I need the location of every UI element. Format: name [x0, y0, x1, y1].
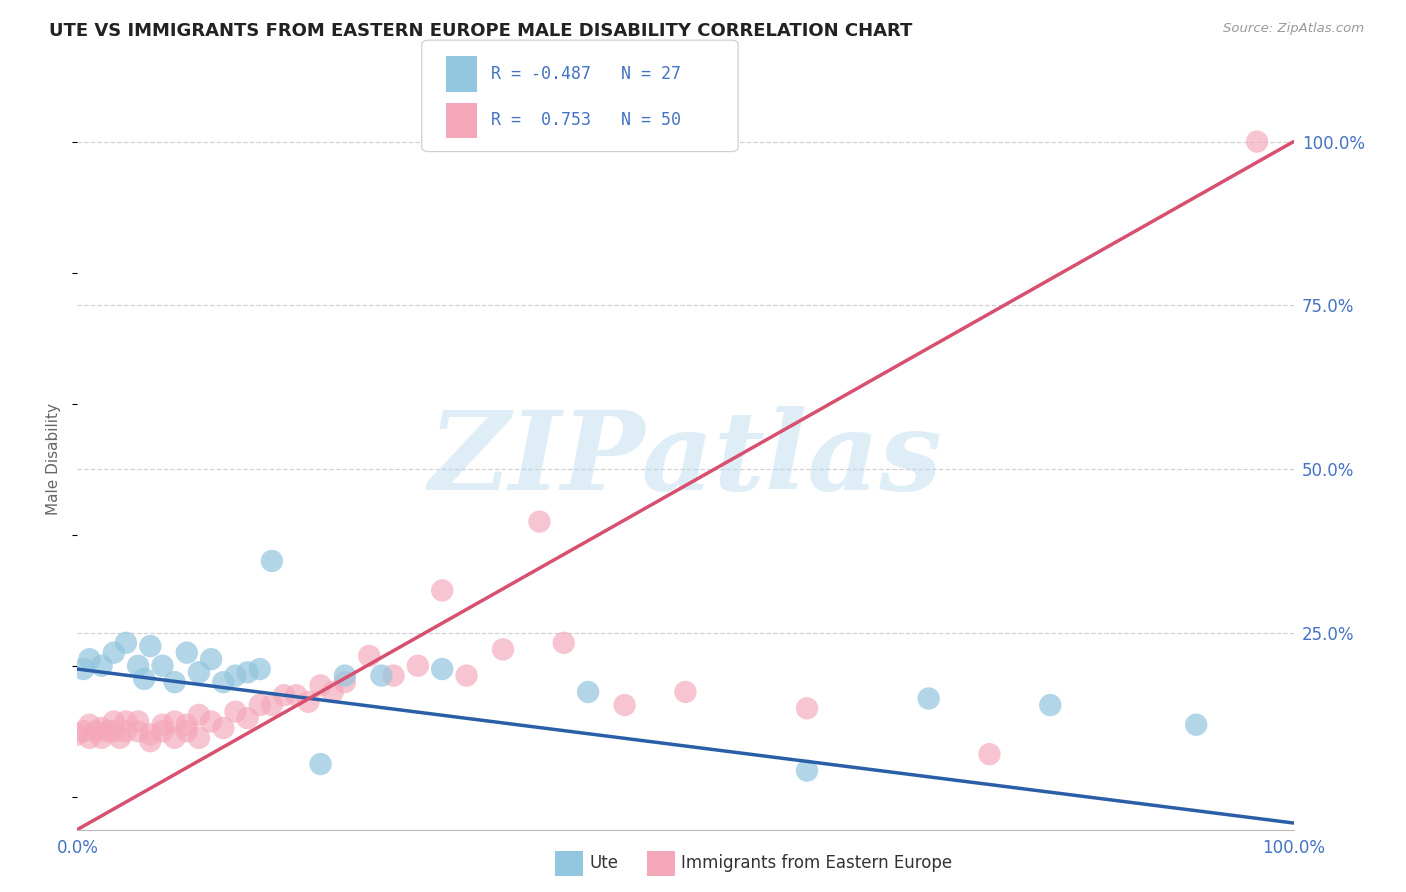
Point: [188, 731, 211, 745]
Point: [1185, 717, 1208, 731]
Point: [72, 662, 94, 676]
Point: [297, 695, 319, 709]
Point: [273, 688, 295, 702]
Point: [163, 714, 186, 729]
Point: [918, 691, 941, 706]
Point: [309, 757, 332, 772]
Point: [333, 675, 356, 690]
Point: [370, 668, 392, 682]
Point: [163, 675, 186, 690]
Point: [90, 658, 112, 673]
Point: [249, 662, 271, 676]
Point: [430, 662, 453, 676]
Text: Ute: Ute: [589, 855, 619, 872]
Point: [72, 724, 94, 739]
Point: [152, 724, 174, 739]
Point: [492, 642, 515, 657]
Point: [176, 646, 198, 660]
Point: [103, 724, 125, 739]
Point: [188, 707, 211, 722]
Point: [796, 701, 818, 715]
Point: [188, 665, 211, 680]
Text: Immigrants from Eastern Europe: Immigrants from Eastern Europe: [681, 855, 952, 872]
Point: [224, 668, 246, 682]
Text: R =  0.753   N = 50: R = 0.753 N = 50: [491, 112, 681, 129]
Point: [1039, 698, 1062, 712]
Point: [97, 724, 120, 739]
Point: [675, 685, 697, 699]
Point: [236, 665, 259, 680]
Point: [260, 554, 283, 568]
Text: ZIPatlas: ZIPatlas: [429, 406, 942, 513]
Point: [163, 731, 186, 745]
Point: [127, 714, 149, 729]
Point: [139, 727, 162, 741]
Point: [200, 652, 222, 666]
Point: [79, 731, 101, 745]
Point: [529, 515, 551, 529]
Point: [176, 717, 198, 731]
Point: [285, 688, 308, 702]
Point: [127, 724, 149, 739]
Point: [359, 648, 381, 663]
Point: [212, 675, 235, 690]
Point: [139, 639, 162, 653]
Point: [90, 721, 112, 735]
Point: [115, 714, 138, 729]
Point: [796, 764, 818, 778]
Text: R = -0.487   N = 27: R = -0.487 N = 27: [491, 65, 681, 83]
Y-axis label: Male Disability: Male Disability: [46, 403, 62, 516]
Point: [200, 714, 222, 729]
Point: [430, 583, 453, 598]
Point: [79, 717, 101, 731]
Point: [84, 724, 107, 739]
Point: [322, 685, 344, 699]
Point: [127, 658, 149, 673]
Point: [224, 705, 246, 719]
Point: [1246, 135, 1268, 149]
Point: [108, 731, 131, 745]
Point: [115, 636, 138, 650]
Text: UTE VS IMMIGRANTS FROM EASTERN EUROPE MALE DISABILITY CORRELATION CHART: UTE VS IMMIGRANTS FROM EASTERN EUROPE MA…: [49, 22, 912, 40]
Point: [979, 747, 1001, 762]
Point: [90, 731, 112, 745]
Point: [139, 734, 162, 748]
Point: [134, 672, 156, 686]
Point: [152, 658, 174, 673]
Point: [613, 698, 636, 712]
Point: [79, 652, 101, 666]
Point: [553, 636, 575, 650]
Text: Source: ZipAtlas.com: Source: ZipAtlas.com: [1223, 22, 1364, 36]
Point: [212, 721, 235, 735]
Point: [333, 668, 356, 682]
Point: [249, 698, 271, 712]
Point: [260, 698, 283, 712]
Point: [66, 727, 89, 741]
Point: [103, 714, 125, 729]
Point: [456, 668, 478, 682]
Point: [103, 646, 125, 660]
Point: [406, 658, 429, 673]
Point: [152, 717, 174, 731]
Point: [576, 685, 599, 699]
Point: [236, 711, 259, 725]
Point: [176, 724, 198, 739]
Point: [382, 668, 405, 682]
Point: [115, 724, 138, 739]
Point: [309, 678, 332, 692]
